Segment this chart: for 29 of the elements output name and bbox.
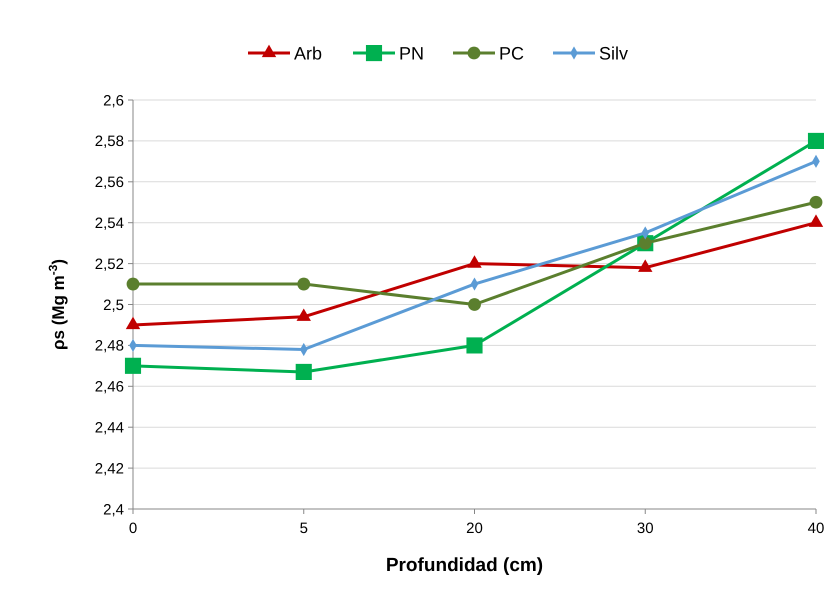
y-tick-label: 2,52 <box>94 256 124 273</box>
x-axis-title: Profundidad (cm) <box>386 555 544 576</box>
y-tick-label: 2,46 <box>94 378 124 396</box>
point <box>124 358 142 374</box>
y-tick-label: 2,48 <box>94 338 124 355</box>
y-tick-label: 2,56 <box>94 174 124 192</box>
y-tick-label: 2,4 <box>103 501 124 518</box>
x-tick-label: 5 <box>300 520 308 537</box>
point <box>468 298 481 311</box>
point <box>296 364 312 380</box>
legend-label: PN <box>399 43 424 64</box>
y-tick-label: 2,44 <box>94 419 124 436</box>
y-tick-label: 2,6 <box>103 92 124 110</box>
y-tick-label: 2,58 <box>94 133 124 150</box>
point <box>466 337 483 354</box>
point <box>126 278 140 290</box>
x-tick-label: 40 <box>808 520 824 537</box>
x-tick-label: 20 <box>466 520 483 537</box>
legend-label: Silv <box>599 43 628 64</box>
point <box>297 278 310 290</box>
y-tick-label: 2,54 <box>94 214 124 232</box>
y-tick-label: 2,5 <box>103 296 124 314</box>
legend-label: Arb <box>294 43 322 64</box>
x-tick-label: 0 <box>128 520 138 537</box>
x-tick-label: 30 <box>636 520 654 537</box>
y-tick-label: 2,42 <box>94 460 124 478</box>
legend-label: PC <box>499 43 524 64</box>
point <box>810 196 822 209</box>
point <box>808 132 824 149</box>
